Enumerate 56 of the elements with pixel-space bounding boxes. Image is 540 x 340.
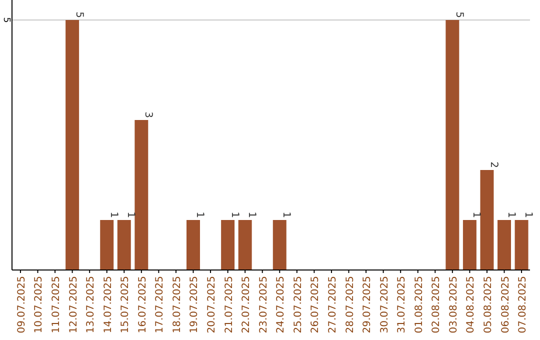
x-tick-label: 03.08.2025 [448,276,460,334]
x-tick-label: 28.07.2025 [344,276,356,334]
bar [186,220,200,270]
bar [272,220,286,270]
data-label: 1 [470,212,482,218]
x-tick-label: 12.07.2025 [68,276,80,334]
x-tick-label: 11.07.2025 [51,276,62,334]
x-tick-label: 30.07.2025 [379,276,390,334]
bar [446,20,460,270]
x-tick-label: 24.07.2025 [276,276,287,334]
x-tick-label: 14.07.2025 [102,276,114,334]
x-tick-label: 21.07.2025 [224,276,235,334]
x-tick-label: 04.08.2025 [466,276,477,334]
data-label: 1 [125,212,136,218]
x-tick-label: 18.07.2025 [172,276,183,334]
x-tick-label: 15.07.2025 [120,276,132,334]
x-tick-label: 16.07.2025 [137,276,148,334]
bar [117,220,131,270]
x-tick-label: 22.07.2025 [241,276,252,334]
x-tick-label: 01.08.2025 [414,276,425,334]
x-tick-label: 23.07.2025 [258,276,270,334]
data-label: 1 [505,212,516,218]
bar [134,120,148,270]
x-tick-label: 06.08.2025 [500,276,512,334]
bar [480,170,494,270]
x-tick-label: 09.07.2025 [16,276,28,334]
bar [66,20,80,270]
x-tick-label: 07.08.2025 [518,276,529,334]
x-tick-label: 10.07.2025 [34,276,45,334]
data-label: 1 [108,212,119,218]
bar [498,220,511,270]
data-label: 5 [73,12,84,18]
x-tick-label: 26.07.2025 [310,276,322,334]
data-label: 1 [194,212,206,218]
x-tick-label: 29.07.2025 [362,276,374,334]
data-label: 5 [453,12,464,18]
x-tick-label: 31.07.2025 [396,276,408,334]
bar [514,220,528,270]
x-tick-label: 05.08.2025 [482,276,494,334]
data-label: 1 [522,212,534,218]
x-tick-label: 02.08.2025 [431,276,442,334]
bar [221,220,235,270]
bar [462,220,476,270]
data-label: 1 [280,212,292,218]
x-tick-label: 27.07.2025 [327,276,338,334]
x-tick-label: 13.07.2025 [86,276,97,334]
x-tick-label: 17.07.2025 [154,276,166,334]
data-label: 1 [246,212,258,218]
data-label: 1 [228,212,240,218]
bar [238,220,252,270]
x-tick-label: 20.07.2025 [206,276,218,334]
x-tick-label: 25.07.2025 [292,276,304,334]
bar [100,220,114,270]
data-label: 2 [488,162,499,168]
data-label: 3 [142,112,154,118]
x-tick-label: 19.07.2025 [189,276,200,334]
